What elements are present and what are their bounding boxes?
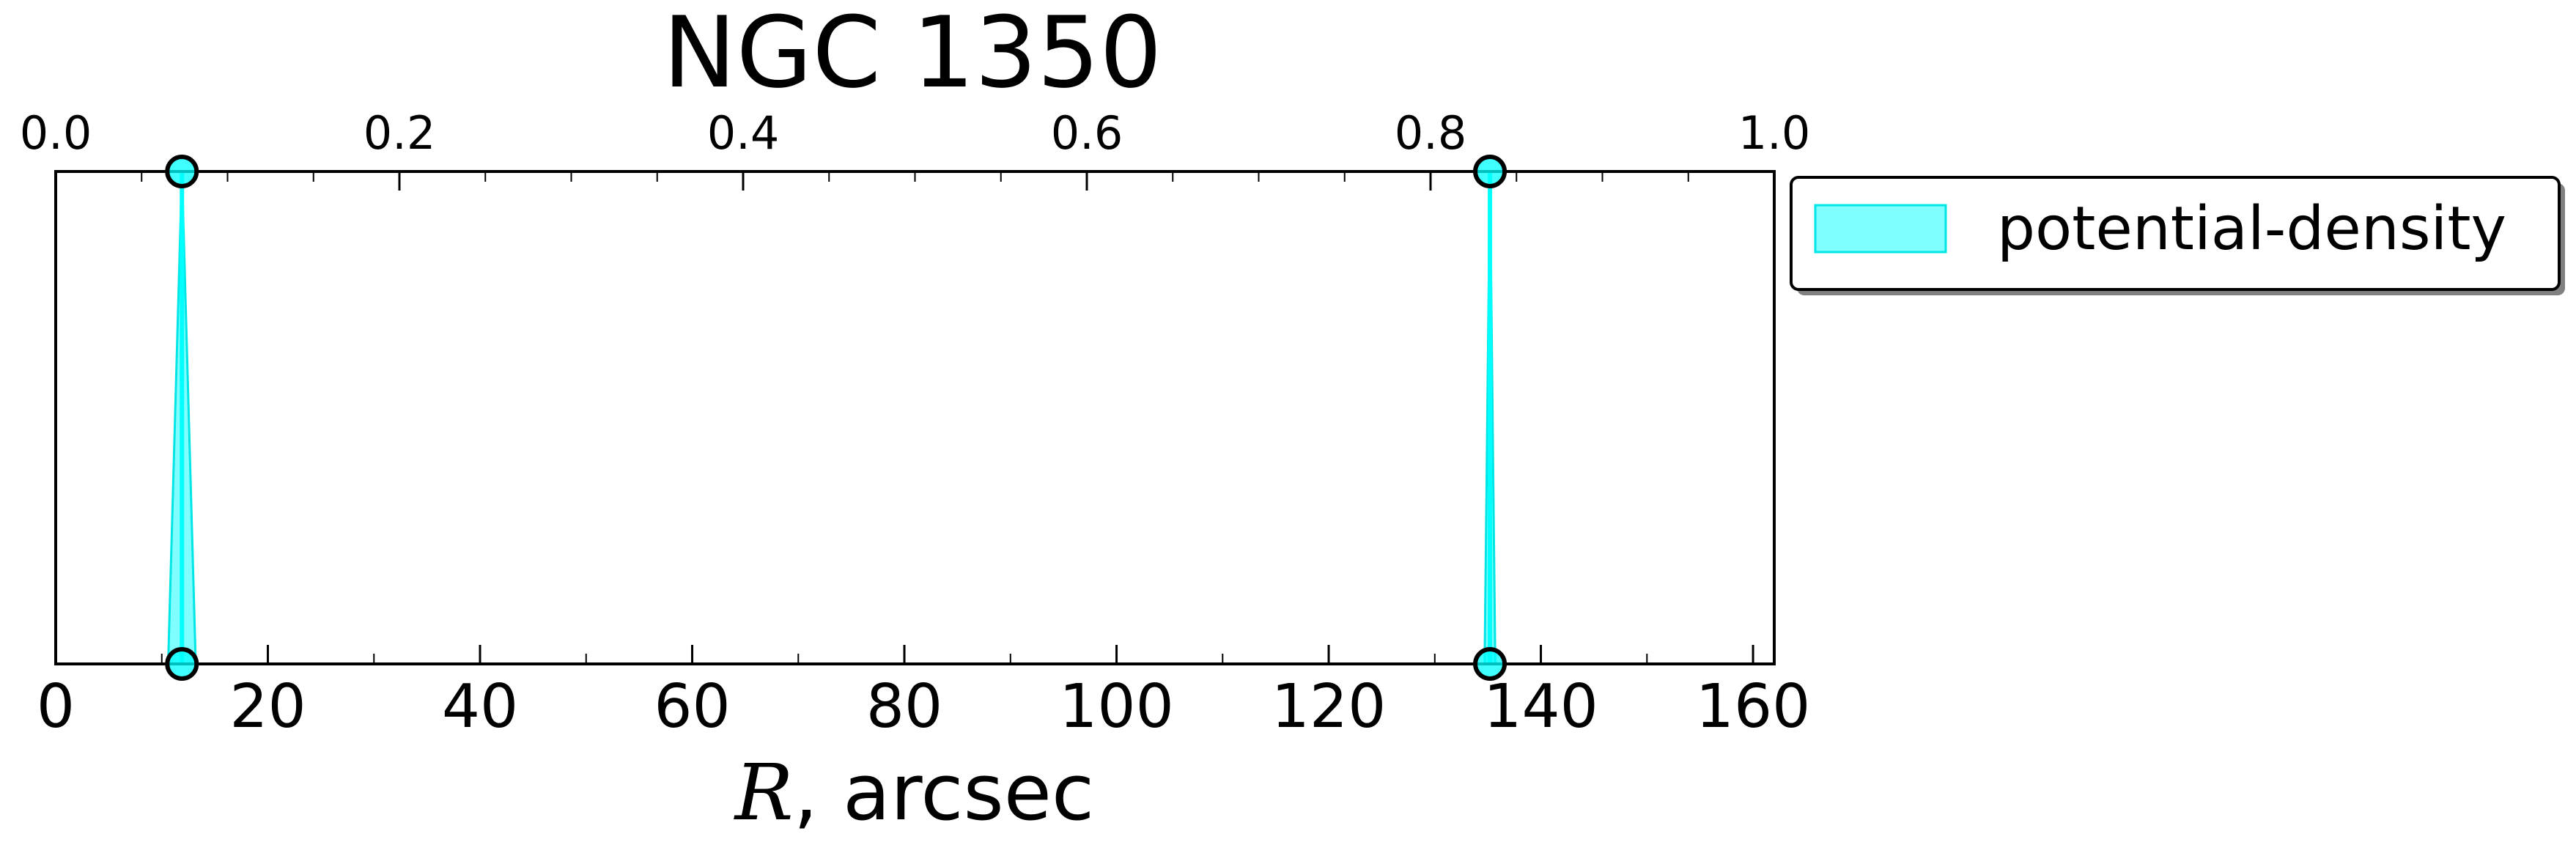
legend-box <box>1790 176 2561 291</box>
legend-swatch <box>1814 204 1947 254</box>
chart-title: NGC 1350 <box>663 0 1162 110</box>
x2-tick-label: 1.0 <box>1738 106 1811 160</box>
markers-layer <box>165 155 1507 681</box>
x-tick-label: 120 <box>1272 672 1387 742</box>
x-tick-label: 80 <box>866 672 942 742</box>
x2-tick-label: 0.8 <box>1395 106 1467 160</box>
x-axis-label-symbol: R <box>734 747 794 838</box>
x-tick-label: 0 <box>37 672 75 742</box>
data-point <box>1473 647 1507 681</box>
legend: potential-density <box>1790 176 2565 295</box>
x2-tick-label: 0.2 <box>363 106 436 160</box>
data-point <box>1473 155 1507 188</box>
x-tick-label: 20 <box>229 672 306 742</box>
x2-tick-label: 0.0 <box>20 106 92 160</box>
x2-tick-label: 0.4 <box>707 106 780 160</box>
x-tick-label: 140 <box>1483 672 1598 742</box>
x-tick-label: 160 <box>1696 672 1811 742</box>
x-axis-label-text: , arcsec <box>794 747 1095 838</box>
ticks-layer: 0 20 40 60 80 100 120 140 160 0.0 0.2 0.4 0.6 0.8 1.0 <box>20 106 1811 742</box>
x-tick-label: 100 <box>1059 672 1174 742</box>
x2-tick-label: 0.6 <box>1051 106 1123 160</box>
data-point <box>165 647 199 681</box>
x-tick-label: 40 <box>442 672 518 742</box>
x-axis-label: R, arcsec <box>734 747 1094 838</box>
x-tick-label: 60 <box>654 672 730 742</box>
legend-label: potential-density <box>1997 194 2506 264</box>
data-point <box>165 155 199 188</box>
